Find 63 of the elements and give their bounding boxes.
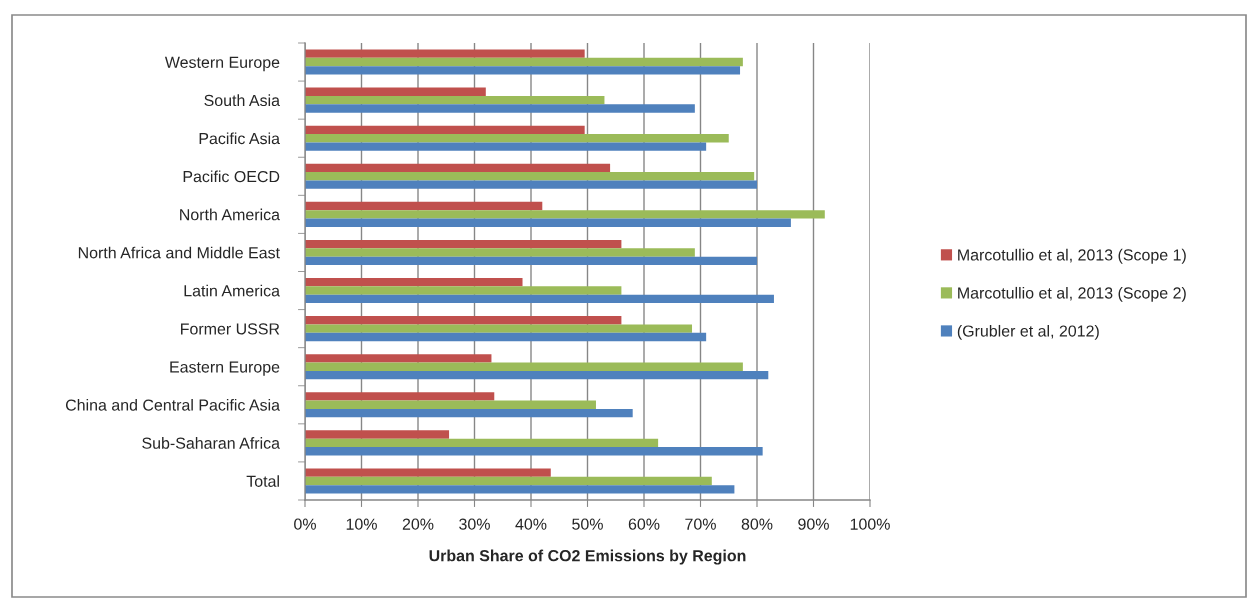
bar — [305, 400, 596, 409]
bar — [305, 180, 757, 189]
bar — [305, 294, 774, 304]
legend-label: (Grubler et al, 2012) — [957, 324, 1099, 340]
bar — [305, 57, 743, 67]
y-tick-label: North Africa and Middle East — [78, 246, 280, 259]
bar — [305, 49, 585, 58]
bar — [305, 354, 492, 363]
bar — [305, 248, 695, 257]
bar — [305, 125, 585, 135]
y-tick-label: South Asia — [204, 94, 280, 107]
x-tick-label: 80% — [741, 518, 773, 530]
bar — [305, 476, 712, 486]
legend-label: Marcotullio et al, 2013 (Scope 2) — [958, 286, 1186, 302]
bar — [305, 104, 695, 113]
x-tick-label: 30% — [459, 518, 490, 530]
y-tick-label: Latin America — [184, 284, 280, 297]
bar — [305, 87, 486, 96]
bar — [305, 332, 707, 342]
bar — [305, 95, 605, 105]
bar — [305, 134, 729, 143]
bar — [305, 201, 543, 211]
bar — [305, 438, 659, 448]
bar — [305, 256, 757, 266]
x-tick-label: 90% — [798, 518, 829, 530]
y-tick-label: Total — [246, 475, 279, 487]
bar — [305, 430, 450, 439]
x-tick-label: 10% — [346, 518, 377, 530]
bar — [305, 392, 495, 401]
bar — [305, 142, 707, 151]
x-tick-label: 20% — [402, 518, 434, 530]
bar — [305, 324, 693, 333]
y-tick-label: Eastern Europe — [170, 361, 280, 376]
x-tick-label: 0% — [294, 518, 316, 530]
y-tick-label: Western Europe — [164, 56, 280, 72]
bar — [305, 210, 825, 219]
y-tick-label: Pacific Asia — [199, 132, 280, 145]
bar — [305, 66, 741, 75]
bar — [305, 447, 763, 456]
y-tick-label: Former USSR — [181, 323, 280, 335]
x-tick-label: 100% — [850, 518, 890, 530]
x-axis-title: Urban Share of CO2 Emissions by Region — [429, 549, 746, 565]
x-tick-label: 40% — [515, 518, 547, 530]
y-tick-label: North America — [180, 208, 280, 221]
bar — [305, 172, 755, 181]
bar — [305, 468, 551, 477]
bar — [305, 370, 769, 380]
bar — [305, 408, 633, 418]
bar — [305, 362, 743, 371]
bar — [305, 485, 735, 494]
y-tick-label: Pacific OECD — [183, 170, 280, 183]
y-tick-label: China and Central Pacific Asia — [65, 399, 281, 411]
bar — [305, 163, 611, 173]
bar — [305, 277, 523, 287]
legend-label: Marcotullio et al, 2013 (Scope 1) — [958, 248, 1186, 264]
bar — [305, 286, 622, 295]
bar — [305, 218, 791, 227]
bar — [305, 316, 622, 325]
x-tick-label: 50% — [572, 518, 603, 530]
y-tick-label: Sub-Saharan Africa — [142, 437, 281, 449]
x-tick-label: 70% — [685, 518, 716, 530]
bar — [305, 239, 622, 249]
x-tick-label: 60% — [628, 518, 660, 530]
